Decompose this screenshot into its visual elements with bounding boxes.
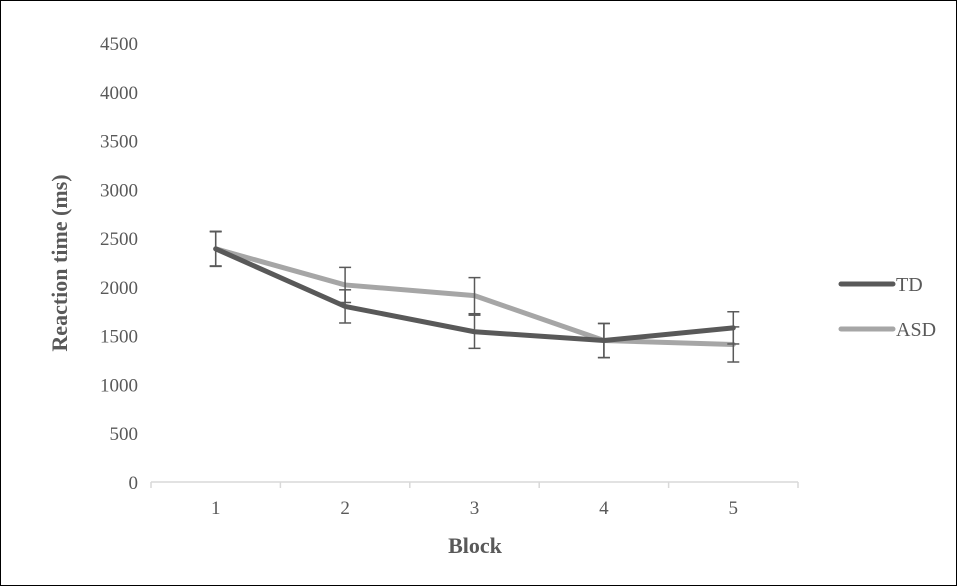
error-bar-asd — [339, 266, 352, 304]
error-bars-layer — [209, 230, 740, 363]
axes-layer — [150, 481, 799, 488]
y-tick-label: 4500 — [100, 34, 138, 55]
error-bar-asd — [597, 322, 610, 359]
x-tick-label: 3 — [470, 498, 480, 519]
y-tick-label: 1000 — [100, 375, 138, 396]
legend: TD ASD — [838, 274, 936, 341]
error-bar-asd — [468, 276, 481, 315]
y-tick-label: 500 — [110, 424, 139, 445]
x-tick-label: 5 — [729, 498, 739, 519]
legend-label-asd: ASD — [896, 319, 936, 341]
y-tick-label: 0 — [129, 473, 139, 494]
y-tick-label: 3500 — [100, 132, 138, 153]
x-tick-label: 1 — [211, 498, 221, 519]
y-axis-title: Reaction time (ms) — [47, 174, 72, 351]
y-tick-label: 1500 — [100, 327, 138, 348]
error-bar-asd — [727, 326, 740, 363]
y-tick-labels: 0 500 1000 1500 2000 2500 3000 3500 4000 4500 — [100, 34, 138, 494]
y-tick-label: 4000 — [100, 83, 138, 104]
y-tick-label: 3000 — [100, 180, 138, 201]
y-tick-label: 2000 — [100, 278, 138, 299]
x-axis-title: Block — [448, 533, 503, 558]
x-tick-label: 2 — [340, 498, 350, 519]
x-tick-labels: 1 2 3 4 5 — [211, 498, 738, 519]
error-bar-asd — [209, 231, 222, 267]
y-tick-label: 2500 — [100, 229, 138, 250]
legend-label-td: TD — [896, 274, 923, 296]
error-bar-td — [468, 314, 481, 350]
x-tick-label: 4 — [599, 498, 609, 519]
